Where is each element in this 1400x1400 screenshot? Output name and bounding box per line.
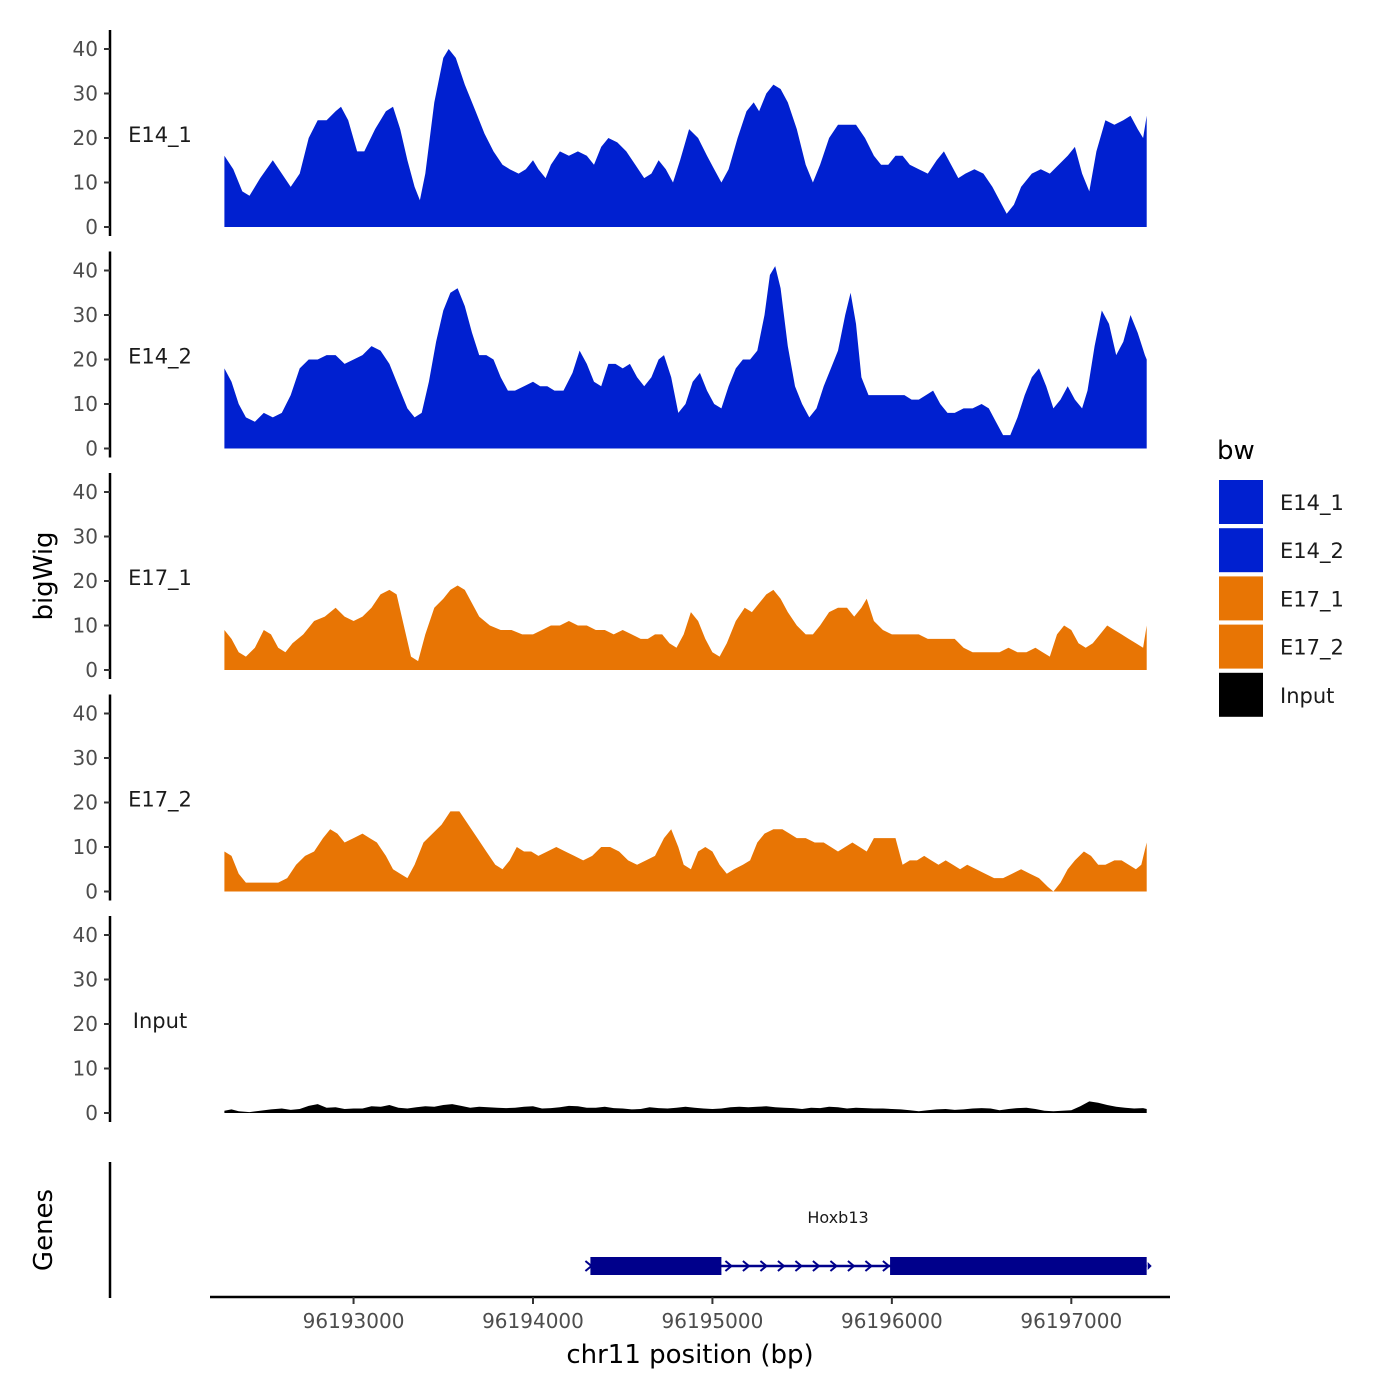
y-tick-label: 20 [73,569,98,593]
x-tick-label: 96197000 [1020,1309,1122,1333]
legend-item-e17-1: E17_1 [1219,576,1344,621]
legend-item-e14-2: E14_2 [1219,528,1344,573]
x-axis-ticks: 96193000 96194000 96195000 96196000 96197000 [303,1297,1122,1333]
y-tick-label: 0 [85,880,98,904]
y-tick-label: 0 [85,215,98,239]
y-tick-label: 0 [85,658,98,682]
y-tick-label: 40 [73,923,98,947]
y-tick-label: 40 [73,259,98,283]
legend-swatch [1219,624,1263,669]
y-tick-label: 10 [73,392,98,416]
area-e14-1 [224,49,1147,227]
y-tick-label: 40 [73,480,98,504]
gene-strand-arrow [759,1260,768,1272]
y-tick-label: 30 [73,82,98,106]
track-input: 0 10 20 30 40 Input [73,916,1147,1125]
x-axis: 96193000 96194000 96195000 96196000 96197000… [210,1295,1170,1370]
gene-strand-arrow [724,1260,733,1272]
legend-swatch [1219,480,1263,524]
legend-title: bw [1217,436,1255,466]
track-label: Input [133,1009,187,1033]
legend-swatch [1219,576,1263,621]
legend-item-e14-1: E14_1 [1219,480,1344,524]
y-tick-label: 40 [73,37,98,61]
genes-axis-title: Genes [29,1189,59,1271]
gene-strand-arrow [864,1260,873,1272]
y-tick-label: 20 [73,1012,98,1036]
y-tick-label: 10 [73,835,98,859]
y-tick-label: 30 [73,746,98,770]
legend-item-input: Input [1219,672,1334,717]
track-label: E17_2 [128,788,192,813]
gene-strand-arrow [812,1260,821,1272]
legend-item-e17-2: E17_2 [1219,624,1344,669]
gene-exon [590,1257,722,1275]
legend-label: E14_2 [1280,539,1344,564]
gene-models: Hoxb13 [584,1208,1152,1275]
legend-label: E14_1 [1280,491,1344,516]
y-tick-label: 20 [73,126,98,150]
area-e17-2 [224,811,1147,892]
y-tick-label: 40 [73,702,98,726]
gene-strand-arrow [777,1260,786,1272]
y-tick-label: 30 [73,968,98,992]
y-tick-label: 30 [73,525,98,549]
y-tick-label: 0 [85,1101,98,1125]
track-e17-1: 0 10 20 30 40 E17_1 [73,473,1147,682]
gene-track: Hoxb13 [108,1162,1152,1298]
bigwig-tracks: 0 10 20 30 40 E14_1 0 10 20 30 40 E14_2 0 10 20 30 40 E17… [73,30,1147,1125]
area-e17-1 [224,585,1147,670]
x-tick-label: 96195000 [662,1309,764,1333]
track-label: E14_2 [128,345,192,370]
gene-exon [890,1257,1147,1275]
area-input [224,1101,1147,1113]
area-e14-2 [224,266,1147,449]
gene-hoxb13: Hoxb13 [584,1208,1152,1275]
track-e14-2: 0 10 20 30 40 E14_2 [73,251,1147,461]
y-tick-label: 30 [73,303,98,327]
x-tick-label: 96196000 [841,1309,943,1333]
legend-label: E17_2 [1280,636,1344,661]
track-e14-1: 0 10 20 30 40 E14_1 [73,30,1147,239]
track-label: E17_1 [128,566,192,591]
legend-swatch [1219,672,1263,717]
track-label: E14_1 [128,123,192,148]
y-axis-title: bigWig [29,531,59,620]
y-tick-label: 20 [73,791,98,815]
x-tick-label: 96194000 [482,1309,584,1333]
y-tick-label: 0 [85,437,98,461]
track-e17-2: 0 10 20 30 40 E17_2 [73,694,1147,904]
gene-strand-arrow [829,1260,838,1272]
legend-items: E14_1 E14_2 E17_1 E17_2 Input [1219,480,1344,717]
gene-strand-arrow [794,1260,803,1272]
y-tick-label: 10 [73,614,98,638]
x-axis-title: chr11 position (bp) [566,1340,813,1370]
legend: bw E14_1 E14_2 E17_1 E17_2 Input [1217,436,1344,717]
y-tick-label: 10 [73,171,98,195]
y-tick-label: 10 [73,1057,98,1081]
gene-strand-arrow [882,1260,891,1272]
gene-strand-arrow [847,1260,856,1272]
legend-label: E17_1 [1280,587,1344,612]
gene-label: Hoxb13 [807,1208,868,1227]
x-tick-label: 96193000 [303,1309,405,1333]
legend-label: Input [1280,684,1334,708]
gene-strand-arrow [742,1260,751,1272]
y-tick-label: 20 [73,348,98,372]
gene-end-arrow [1147,1262,1152,1270]
legend-swatch [1219,528,1263,573]
